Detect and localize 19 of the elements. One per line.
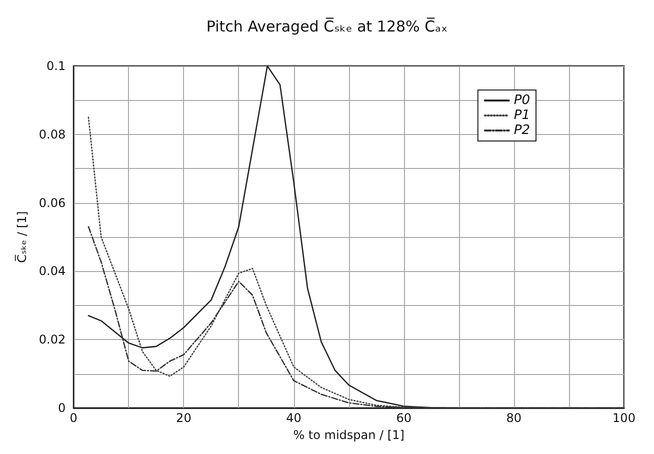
y-axis-title: C̅ₛₖₑ / [1] (14, 211, 29, 263)
x-tick-label: 100 (612, 411, 636, 425)
x-axis-title: % to midspan / [1] (293, 428, 404, 442)
x-tick-label: 0 (70, 411, 78, 425)
legend-label: P1 (514, 108, 530, 123)
y-tick-label: 0.1 (46, 59, 66, 73)
y-tick-label: 0 (58, 401, 66, 415)
y-tick-label: 0.04 (38, 264, 66, 278)
chart-title: Pitch Averaged C̅ₛₖₑ at 128% C̅ₐₓ (206, 16, 448, 36)
x-tick-label: 20 (176, 411, 192, 425)
y-tick-label: 0.02 (38, 332, 66, 347)
legend-label: P2 (514, 123, 530, 138)
line-series (88, 226, 625, 409)
x-tick-label: 40 (286, 411, 302, 425)
legend-label: P0 (514, 93, 530, 108)
y-tick-label: 0.06 (38, 196, 66, 210)
x-tick-label: 60 (396, 411, 412, 425)
y-tick-label: 0.08 (38, 127, 66, 142)
x-tick-label: 80 (506, 411, 522, 425)
